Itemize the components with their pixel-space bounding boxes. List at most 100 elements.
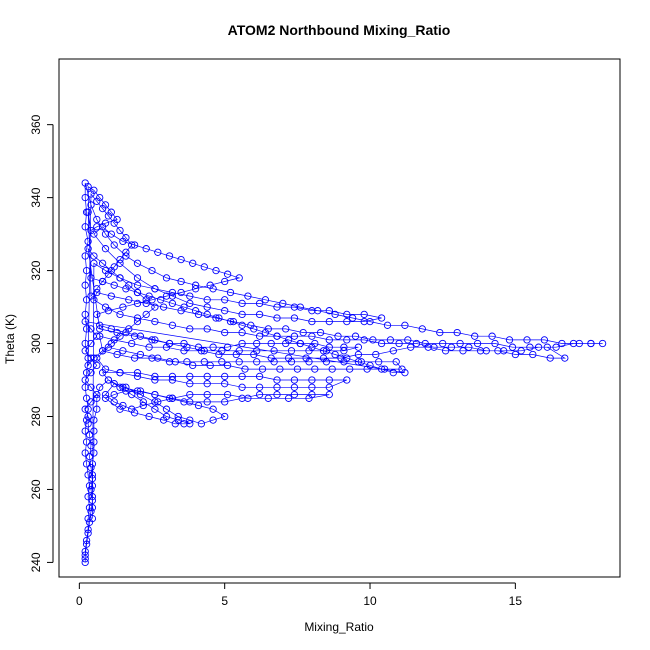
- data-point: [325, 317, 333, 326]
- data-point: [334, 332, 342, 340]
- data-point: [200, 263, 208, 271]
- data-point: [552, 343, 560, 351]
- data-point: [389, 347, 397, 355]
- data-point: [322, 358, 331, 366]
- data-point: [273, 332, 281, 340]
- data-point: [81, 558, 89, 567]
- data-point: [221, 296, 229, 304]
- data-point: [598, 339, 607, 348]
- data-point: [130, 332, 139, 340]
- data-point: [148, 354, 156, 362]
- data-point: [587, 339, 595, 348]
- data-point: [168, 394, 177, 402]
- data-point: [331, 350, 339, 359]
- data-point: [130, 354, 139, 362]
- data-point: [110, 380, 118, 388]
- y-tick-label: 360: [29, 114, 43, 134]
- data-point: [145, 343, 153, 351]
- data-point: [203, 398, 211, 406]
- data-point: [93, 310, 101, 319]
- data-point: [235, 274, 243, 282]
- y-tick-label: 280: [29, 406, 43, 426]
- data-point: [168, 288, 177, 297]
- data-point: [360, 317, 368, 326]
- data-point: [104, 307, 113, 315]
- data-point: [354, 350, 363, 359]
- data-point: [151, 398, 159, 406]
- data-point: [401, 369, 409, 377]
- data-point: [377, 314, 386, 322]
- data-point: [174, 412, 182, 421]
- data-point: [87, 274, 95, 282]
- data-point: [130, 241, 139, 249]
- data-point: [343, 336, 351, 344]
- data-point: [162, 405, 171, 413]
- data-point: [168, 321, 177, 329]
- data-point: [305, 358, 313, 366]
- data-point: [223, 361, 232, 370]
- data-point: [87, 463, 95, 472]
- data-point: [90, 427, 98, 435]
- data-point: [546, 354, 554, 362]
- data-point: [308, 383, 316, 391]
- data-point: [392, 358, 400, 366]
- data-point: [194, 343, 203, 351]
- data-point: [128, 390, 136, 399]
- data-point: [221, 398, 229, 406]
- data-point: [128, 241, 136, 249]
- data-point: [366, 361, 374, 370]
- data-point: [273, 376, 281, 384]
- data-point: [203, 380, 211, 388]
- data-point: [107, 325, 115, 333]
- data-point: [453, 328, 461, 337]
- data-point: [130, 409, 139, 417]
- data-point: [157, 296, 165, 304]
- data-point: [110, 398, 118, 406]
- data-point: [93, 390, 101, 399]
- data-point: [543, 343, 551, 351]
- data-point: [84, 183, 92, 191]
- data-point: [88, 504, 97, 512]
- data-point: [151, 376, 159, 384]
- data-point: [110, 241, 118, 249]
- data-point: [133, 281, 142, 289]
- data-point: [145, 292, 153, 300]
- series-points: [81, 179, 607, 567]
- data-point: [82, 296, 91, 304]
- data-point: [186, 292, 194, 300]
- data-point: [87, 369, 95, 377]
- data-point: [186, 380, 194, 388]
- data-point: [575, 339, 583, 348]
- data-point: [82, 325, 91, 333]
- data-point: [82, 438, 91, 446]
- data-point: [459, 347, 467, 355]
- data-point: [238, 383, 246, 391]
- data-point: [308, 332, 316, 340]
- data-point: [343, 376, 351, 384]
- data-point: [90, 259, 98, 267]
- data-point: [82, 536, 91, 545]
- data-point: [177, 277, 185, 286]
- data-point: [82, 369, 91, 377]
- data-point: [308, 317, 316, 326]
- data-point: [526, 343, 534, 351]
- data-point: [258, 365, 267, 373]
- data-point: [122, 383, 130, 391]
- data-point: [282, 325, 290, 333]
- data-point: [84, 514, 92, 523]
- data-point: [148, 266, 156, 275]
- plot-frame: [58, 58, 621, 578]
- data-point: [491, 339, 499, 348]
- data-point: [223, 343, 232, 351]
- data-point: [139, 398, 147, 406]
- data-point: [174, 416, 182, 424]
- data-point: [270, 358, 278, 366]
- data-point: [296, 339, 304, 348]
- data-point: [209, 405, 217, 413]
- data-point: [104, 270, 113, 278]
- data-point: [119, 347, 127, 355]
- data-point: [482, 347, 490, 355]
- data-point: [96, 321, 104, 329]
- data-point: [471, 332, 479, 340]
- data-point: [151, 285, 159, 293]
